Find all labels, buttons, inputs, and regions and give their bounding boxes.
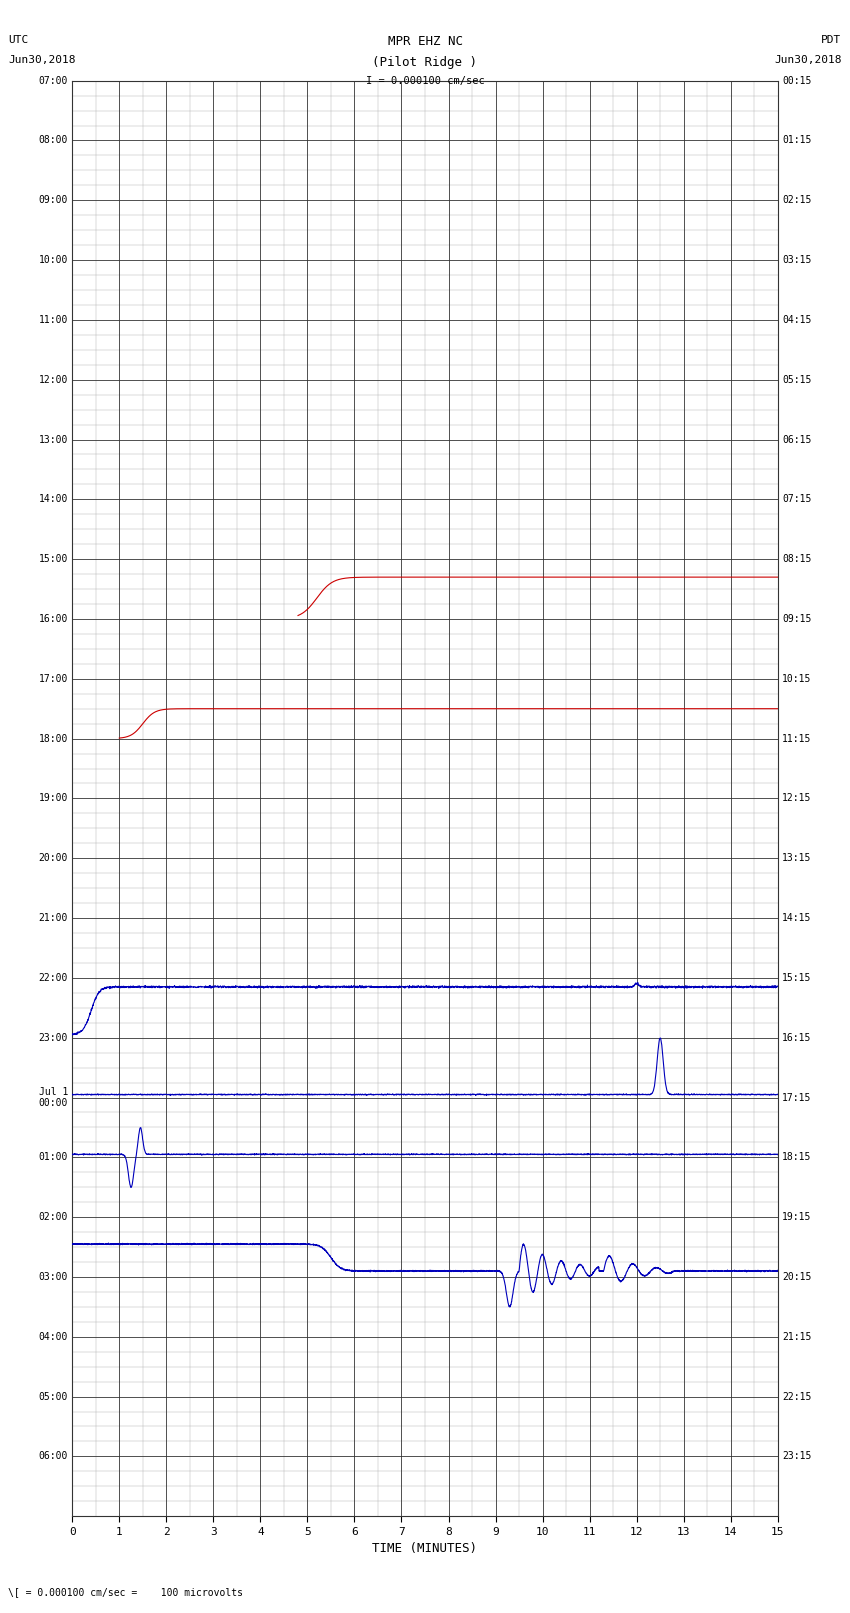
Text: (Pilot Ridge ): (Pilot Ridge )	[372, 56, 478, 69]
Text: MPR EHZ NC: MPR EHZ NC	[388, 35, 462, 48]
Text: I = 0.000100 cm/sec: I = 0.000100 cm/sec	[366, 76, 484, 85]
X-axis label: TIME (MINUTES): TIME (MINUTES)	[372, 1542, 478, 1555]
Text: PDT: PDT	[821, 35, 842, 45]
Text: Jun30,2018: Jun30,2018	[774, 55, 842, 65]
Text: Jun30,2018: Jun30,2018	[8, 55, 76, 65]
Text: UTC: UTC	[8, 35, 29, 45]
Text: \[ = 0.000100 cm/sec =    100 microvolts: \[ = 0.000100 cm/sec = 100 microvolts	[8, 1587, 243, 1597]
